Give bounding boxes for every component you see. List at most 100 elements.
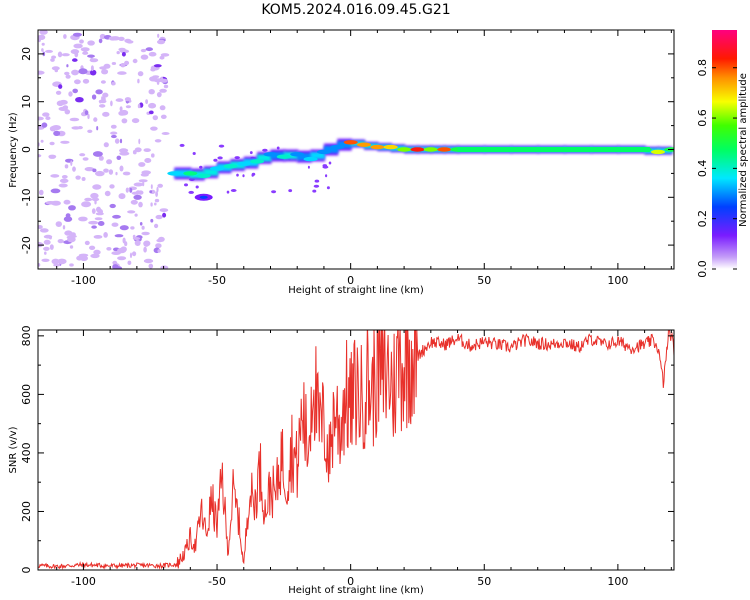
signal-core [343,140,358,145]
noise-speckle [51,55,57,59]
noise-speckle [117,71,127,75]
noise-speckle [139,222,143,226]
x-tick-label: -50 [208,274,226,287]
noise-speckle [138,179,148,183]
snr-panel: -100 -50 0 50 100 0 200 400 600 800 Height of str… [8,325,675,596]
noise-speckle [87,54,95,58]
noise-speckle [51,258,60,265]
snr-x-label: Height of straight line (km) [288,585,424,596]
signal-band [390,145,406,151]
noise-speckle [71,69,79,76]
signal-band [190,171,205,179]
noise-speckle [148,102,157,109]
signal-band [217,163,232,171]
noise-speckle [39,189,44,196]
noise-speckle [69,117,80,122]
signal-core [437,147,452,152]
colorbar-tick-label: 0.0 [696,260,709,278]
noise-speckle [156,92,162,98]
noise-speckle [53,130,61,136]
noise-speckle [81,201,92,208]
noise-speckle [119,49,130,54]
noise-speckle [79,39,84,44]
noise-speckle [144,158,152,163]
noise-speckle [155,191,159,197]
noise-speckle [112,260,118,265]
noise-speckle [188,190,194,194]
noise-speckle [135,190,141,195]
noise-speckle [179,143,185,147]
noise-speckle [99,104,106,108]
noise-speckle [51,200,61,206]
noise-speckle [127,210,136,214]
noise-speckle [70,160,73,167]
noise-speckle [111,251,121,256]
noise-speckle [87,40,95,46]
snr-y-label: SNR (v/v) [8,426,19,473]
signal-band [310,152,325,159]
noise-speckle [69,263,74,267]
signal-core [651,149,665,155]
noise-speckle [149,76,158,82]
noise-speckle [161,132,170,135]
noise-speckle [115,171,118,176]
noise-speckle [159,105,166,111]
y-tick-label: 20 [20,47,33,61]
noise-speckle [75,175,81,180]
noise-speckle [38,34,46,40]
noise-speckle [93,235,103,239]
noise-speckle [42,112,50,117]
noise-speckle [116,155,122,160]
noise-speckle [56,100,64,107]
noise-speckle [150,184,153,190]
noise-speckle [44,251,47,255]
noise-speckle [157,249,161,253]
noise-speckle [138,138,141,145]
noise-speckle [78,216,88,222]
signal-core [303,156,318,162]
noise-speckle [57,239,64,244]
noise-speckle [38,154,42,158]
noise-speckle [156,238,163,243]
x-tick-label: 0 [347,575,354,588]
colorbar-gradient [712,30,737,269]
noise-speckle [148,51,157,57]
noise-speckle [45,49,53,53]
noise-speckle [154,139,162,143]
y-tick-label: 600 [20,384,33,405]
noise-speckle [150,67,156,72]
noise-speckle [118,110,126,116]
noise-speckle [129,252,133,259]
noise-speckle [87,113,90,120]
noise-speckle [63,34,67,39]
noise-speckle [96,206,101,213]
signal-core [196,173,211,178]
signal-core [210,166,224,171]
noise-speckle [160,76,164,82]
noise-speckle [84,240,90,246]
noise-speckle [110,36,121,41]
noise-speckle [38,225,43,229]
noise-speckle [41,48,44,52]
noise-speckle [154,202,157,206]
colorbar-tick-label: 0.4 [696,160,709,178]
noise-speckle [119,148,129,153]
noise-speckle [111,62,117,65]
noise-speckle [199,165,203,169]
noise-speckle [109,203,116,209]
noise-speckle [66,64,69,68]
noise-speckle [195,185,199,189]
noise-speckle [150,202,153,207]
noise-speckle [41,122,48,128]
noise-speckle [249,151,253,155]
noise-speckle [163,84,169,89]
signal-core [330,144,345,150]
noise-speckle [106,159,113,165]
signal-core [410,147,425,152]
y-tick-label: 0 [20,567,33,574]
noise-speckle [124,241,128,247]
noise-speckle [111,134,117,139]
noise-speckle [111,222,119,227]
noise-speckle [141,231,150,236]
y-tick-label: 10 [20,95,33,109]
